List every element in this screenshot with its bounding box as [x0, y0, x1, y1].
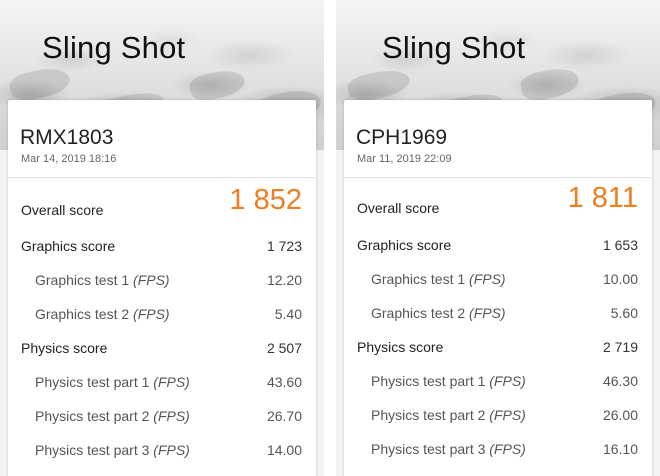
- physics-test-1-label: Physics test part 1 (FPS): [35, 374, 190, 390]
- result-card[interactable]: CPH1969 Mar 11, 2019 22:09 Overall score…: [344, 100, 652, 476]
- physics-test-2-value: 26.00: [602, 407, 638, 423]
- benchmark-title: Sling Shot: [42, 30, 186, 65]
- graphics-test-1-label: Graphics test 1 (FPS): [35, 272, 170, 288]
- graphics-score-row: Graphics score 1 723: [8, 234, 316, 258]
- divider: [344, 177, 652, 178]
- overall-score-row: Overall score 1 811: [344, 184, 652, 220]
- physics-test-3-value: 14.00: [266, 442, 302, 458]
- physics-test-1-row: Physics test part 1 (FPS) 46.30: [344, 369, 652, 393]
- fps-unit: (FPS): [133, 272, 170, 288]
- physics-test-1-value: 43.60: [266, 374, 302, 390]
- physics-test-3-label: Physics test part 3 (FPS): [371, 441, 526, 457]
- fps-unit: (FPS): [153, 408, 190, 424]
- overall-score-value: 1 811: [567, 182, 638, 214]
- physics-test-1-label: Physics test part 1 (FPS): [371, 373, 526, 389]
- graphics-score-value: 1 723: [266, 238, 302, 254]
- physics-score-label: Physics score: [357, 339, 444, 355]
- result-panel-left: Sling Shot RMX1803 Mar 14, 2019 18:16 Ov…: [0, 0, 324, 476]
- graphics-test-1-value: 12.20: [266, 272, 302, 288]
- benchmark-title: Sling Shot: [382, 30, 526, 65]
- graphics-score-label: Graphics score: [21, 238, 116, 254]
- physics-score-row: Physics score 2 719: [344, 335, 652, 359]
- graphics-test-2-row: Graphics test 2 (FPS) 5.60: [344, 301, 652, 325]
- graphics-score-label: Graphics score: [357, 237, 452, 253]
- physics-score-label: Physics score: [21, 340, 108, 356]
- divider: [8, 177, 316, 178]
- graphics-test-2-label: Graphics test 2 (FPS): [371, 305, 506, 321]
- graphics-test-1-label: Graphics test 1 (FPS): [371, 271, 506, 287]
- graphics-test-2-value: 5.60: [610, 305, 638, 321]
- overall-score-row: Overall score 1 852: [8, 186, 316, 222]
- physics-test-2-row: Physics test part 2 (FPS) 26.00: [344, 403, 652, 427]
- graphics-test-2-label: Graphics test 2 (FPS): [35, 306, 170, 322]
- result-panel-right: Sling Shot CPH1969 Mar 11, 2019 22:09 Ov…: [336, 0, 660, 476]
- physics-test-3-label: Physics test part 3 (FPS): [35, 442, 190, 458]
- physics-score-value: 2 507: [266, 340, 302, 356]
- test-date: Mar 11, 2019 22:09: [357, 153, 452, 165]
- physics-test-1-row: Physics test part 1 (FPS) 43.60: [8, 370, 316, 394]
- result-card[interactable]: RMX1803 Mar 14, 2019 18:16 Overall score…: [8, 100, 316, 476]
- device-name: RMX1803: [20, 126, 114, 149]
- physics-score-row: Physics score 2 507: [8, 336, 316, 360]
- physics-test-2-label: Physics test part 2 (FPS): [35, 408, 190, 424]
- graphics-test-1-value: 10.00: [602, 271, 638, 287]
- physics-test-3-row: Physics test part 3 (FPS) 14.00: [8, 438, 316, 462]
- physics-test-1-value: 46.30: [602, 373, 638, 389]
- graphics-test-1-row: Graphics test 1 (FPS) 12.20: [8, 268, 316, 292]
- physics-test-2-label: Physics test part 2 (FPS): [371, 407, 526, 423]
- graphics-score-value: 1 653: [602, 237, 638, 253]
- overall-score-label: Overall score: [357, 200, 440, 216]
- overall-score-value: 1 852: [229, 184, 302, 216]
- test-date: Mar 14, 2019 18:16: [21, 153, 117, 165]
- fps-unit: (FPS): [489, 441, 526, 457]
- fps-unit: (FPS): [469, 271, 506, 287]
- physics-test-2-value: 26.70: [266, 408, 302, 424]
- fps-unit: (FPS): [489, 373, 526, 389]
- graphics-score-row: Graphics score 1 653: [344, 233, 652, 257]
- fps-unit: (FPS): [153, 374, 190, 390]
- physics-test-2-row: Physics test part 2 (FPS) 26.70: [8, 404, 316, 428]
- fps-unit: (FPS): [489, 407, 526, 423]
- fps-unit: (FPS): [153, 442, 190, 458]
- graphics-test-2-row: Graphics test 2 (FPS) 5.40: [8, 302, 316, 326]
- graphics-test-2-value: 5.40: [274, 306, 302, 322]
- graphics-test-1-row: Graphics test 1 (FPS) 10.00: [344, 267, 652, 291]
- physics-test-3-value: 16.10: [602, 441, 638, 457]
- device-name: CPH1969: [356, 126, 448, 149]
- fps-unit: (FPS): [469, 305, 506, 321]
- fps-unit: (FPS): [133, 306, 170, 322]
- physics-test-3-row: Physics test part 3 (FPS) 16.10: [344, 437, 652, 461]
- physics-score-value: 2 719: [602, 339, 638, 355]
- overall-score-label: Overall score: [21, 202, 104, 218]
